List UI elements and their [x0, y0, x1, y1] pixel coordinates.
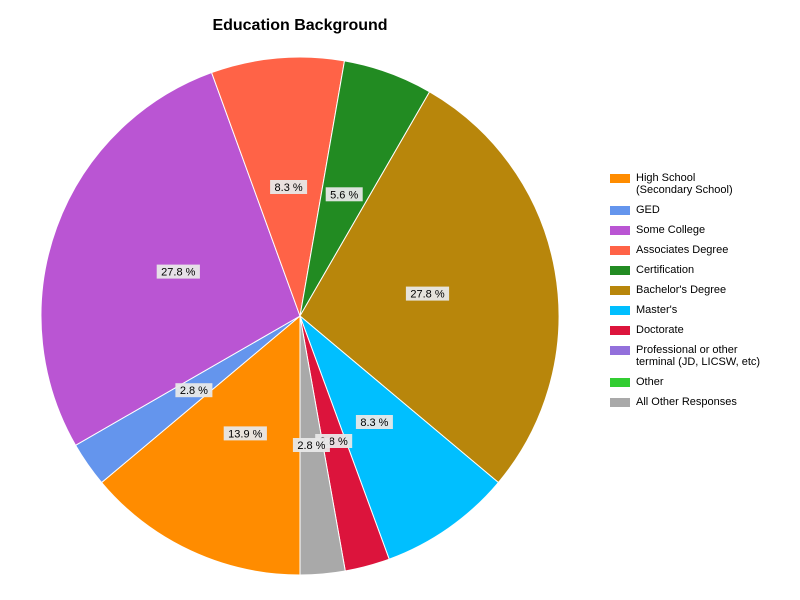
legend-label: Associates Degree: [636, 244, 729, 256]
svg-text:2.8 %: 2.8 %: [297, 440, 325, 452]
legend-item: Certification: [610, 264, 795, 276]
legend-label: GED: [636, 204, 660, 216]
svg-text:8.3 %: 8.3 %: [360, 417, 388, 429]
legend-label: Professional or other terminal (JD, LICS…: [636, 344, 761, 368]
legend-swatch: [610, 378, 630, 387]
legend-item: GED: [610, 204, 795, 216]
slice-value-label: 13.9 %: [223, 426, 267, 441]
legend-label: Other: [636, 376, 664, 388]
legend-swatch: [610, 246, 630, 255]
legend-swatch: [610, 286, 630, 295]
legend-swatch: [610, 226, 630, 235]
svg-text:8.3 %: 8.3 %: [275, 182, 303, 194]
slice-value-label: 2.8 %: [292, 438, 330, 452]
legend-swatch: [610, 398, 630, 407]
slice-value-label: 8.3 %: [355, 415, 393, 429]
legend-label: High School (Secondary School): [636, 172, 733, 196]
slice-value-label: 5.6 %: [325, 187, 363, 202]
slice-value-label: 8.3 %: [270, 180, 308, 194]
legend-label: Bachelor's Degree: [636, 284, 727, 296]
legend-swatch: [610, 266, 630, 275]
legend-item: Associates Degree: [610, 244, 795, 256]
svg-text:13.9 %: 13.9 %: [228, 428, 262, 440]
svg-text:5.6 %: 5.6 %: [330, 189, 358, 201]
pie-slice: [100, 314, 301, 576]
svg-text:2.8 %: 2.8 %: [180, 385, 208, 397]
pie-slice: [298, 314, 500, 560]
legend-label: Master's: [636, 304, 678, 316]
legend-label: Some College: [636, 224, 706, 236]
chart-title: Education Background: [212, 17, 388, 34]
legend: High School (Secondary School) GED Some Co…: [610, 172, 795, 416]
slice-value-label: 2.8 %: [175, 383, 213, 398]
legend-swatch: [610, 326, 630, 335]
svg-text:27.8 %: 27.8 %: [410, 289, 444, 301]
legend-item: All Other Responses: [610, 396, 795, 408]
legend-item: Master's: [610, 304, 795, 316]
legend-label: Doctorate: [636, 324, 684, 336]
legend-label: Certification: [636, 264, 695, 276]
legend-swatch: [610, 306, 630, 315]
legend-item: High School (Secondary School): [610, 172, 795, 196]
svg-text:27.8 %: 27.8 %: [161, 267, 195, 279]
pie-slice: [40, 71, 301, 446]
legend-item: Professional or other terminal (JD, LICS…: [610, 344, 795, 368]
legend-swatch: [610, 174, 630, 183]
legend-swatch: [610, 206, 630, 215]
legend-item: Doctorate: [610, 324, 795, 336]
legend-label: All Other Responses: [636, 396, 737, 408]
legend-item: Other: [610, 376, 795, 388]
slice-value-label: 27.8 %: [405, 286, 450, 301]
legend-item: Some College: [610, 224, 795, 236]
legend-item: Bachelor's Degree: [610, 284, 795, 296]
legend-swatch: [610, 346, 630, 355]
slice-value-label: 27.8 %: [156, 264, 200, 279]
